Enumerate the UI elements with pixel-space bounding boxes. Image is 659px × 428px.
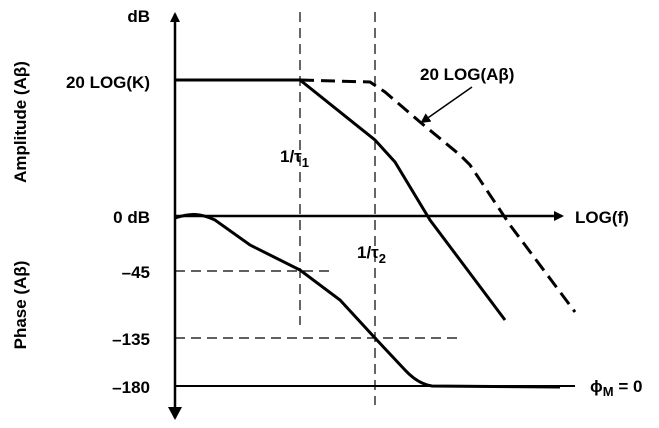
logf-label: LOG(f)	[575, 208, 629, 227]
pole-main: 1/τ	[357, 243, 379, 262]
db-label: dB	[127, 7, 150, 26]
margin-label: ϕM = 0	[590, 377, 642, 399]
loop-gain-curve	[299, 78, 577, 313]
y-axis-down-arrow	[168, 407, 182, 420]
amplitude-curve	[175, 78, 507, 321]
p180-label: –180	[112, 378, 150, 397]
amplitude-label: Amplitude (Aβ)	[11, 61, 30, 183]
label-arrow	[420, 86, 473, 124]
curve-label: 20 LOG(Aβ)	[420, 65, 514, 84]
margin-rest: = 0	[614, 377, 643, 396]
pole1-label: 1/τ1	[280, 147, 309, 170]
p45-label: –45	[122, 263, 150, 282]
margin-sub: M	[603, 384, 614, 399]
pole-main: 1/τ	[280, 147, 302, 166]
pole2-label: 1/τ2	[357, 243, 386, 266]
p135-label: –135	[112, 330, 150, 349]
pole-sub: 1	[302, 155, 309, 170]
pole-sub: 2	[379, 251, 386, 266]
phase-label: Phase (Aβ)	[11, 261, 30, 350]
zero-label: 0 dB	[113, 208, 150, 227]
gain-label: 20 LOG(K)	[66, 73, 150, 92]
margin-main: ϕ	[590, 377, 603, 396]
phase-curve	[174, 213, 561, 389]
